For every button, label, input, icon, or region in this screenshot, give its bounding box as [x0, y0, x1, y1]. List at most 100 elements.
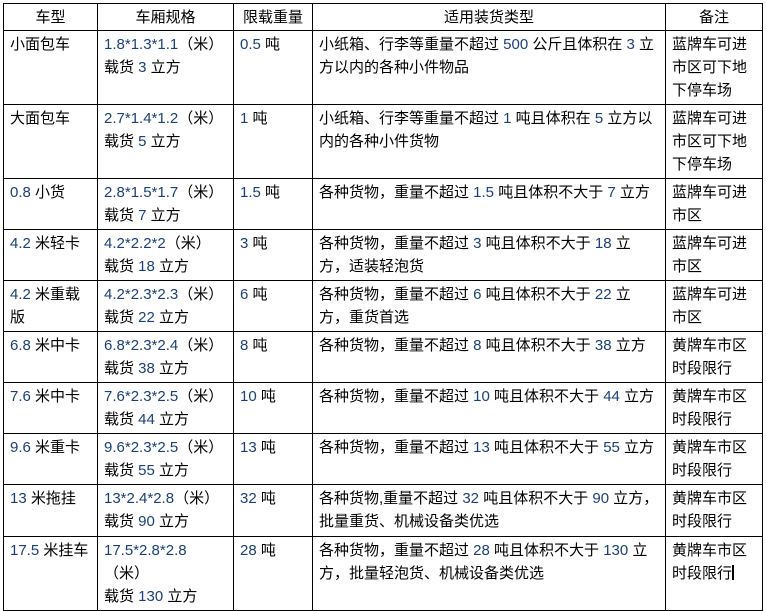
number-text: 32 [240, 490, 257, 507]
number-text: 38 [138, 360, 155, 377]
cell-note[interactable]: 黄牌车市区时段限行 [665, 484, 763, 537]
number-text: 2.7*1.4*1.2 [104, 110, 179, 127]
table-row: 7.6 米中卡 7.6*2.3*2.5（米） 载货 44 立方 10 吨 各种货… [3, 382, 763, 434]
cell-load-limit[interactable]: 3 吨 [233, 229, 313, 281]
number-text: 8 [473, 337, 482, 354]
cell-cargo-type[interactable]: 各种货物，重量不超过 6 吨且体积不大于 22 立方，重货首选 [312, 280, 666, 332]
vehicle-spec-document: 车型 车厢规格 限载重量 适用装货类型 备注 小面包车 1.8*1.3*1.1（… [3, 3, 763, 611]
table-row: 小面包车 1.8*1.3*1.1（米） 载货 3 立方 0.5 吨 小纸箱、行李… [3, 30, 763, 105]
number-text: 6 [473, 286, 482, 303]
number-text: 7 [607, 184, 616, 201]
cell-cargo-type[interactable]: 各种货物，重量不超过 28 吨且体积不大于 130 立方，批量轻泡货、机械设备类… [312, 536, 666, 611]
column-header-vehicle-type: 车型 [3, 3, 98, 31]
number-text: 4.2*2.2*2 [104, 235, 166, 252]
cell-note[interactable]: 蓝牌车可进市区 [665, 178, 763, 230]
cell-vehicle-type[interactable]: 7.6 米中卡 [3, 382, 98, 434]
number-text: 2.8*1.5*1.7 [104, 184, 179, 201]
table-row: 13 米拖挂 13*2.4*2.8（米） 载货 90 立方 32 吨 各种货物,… [3, 484, 763, 537]
cell-box-spec[interactable]: 4.2*2.3*2.3（米） 载货 22 立方 [97, 280, 234, 332]
number-text: 1 [240, 110, 249, 127]
cell-cargo-type[interactable]: 小纸箱、行李等重量不超过 1 吨且体积在 5 立方以内的各种小件货物 [312, 104, 666, 179]
table-row: 17.5 米挂车 17.5*2.8*2.8（米） 载货 130 立方 28 吨 … [3, 536, 763, 611]
number-text: 4.2 [10, 235, 31, 252]
cell-vehicle-type[interactable]: 9.6 米重卡 [3, 433, 98, 485]
number-text: 7.6*2.3*2.5 [104, 388, 179, 405]
table-row: 6.8 米中卡 6.8*2.3*2.4（米） 载货 38 立方 8 吨 各种货物… [3, 331, 763, 383]
cell-cargo-type[interactable]: 各种货物，重量不超过 1.5 吨且体积不大于 7 立方 [312, 178, 666, 230]
number-text: 5 [594, 110, 604, 127]
cell-cargo-type[interactable]: 各种货物,重量不超过 32 吨且体积不大于 90 立方，批量重货、机械设备类优选 [312, 484, 666, 537]
cell-vehicle-type[interactable]: 0.8 小货 [3, 178, 98, 230]
cell-load-limit[interactable]: 32 吨 [233, 484, 313, 537]
number-text: 10 [473, 388, 490, 405]
number-text: 44 [603, 388, 620, 405]
cell-vehicle-type[interactable]: 4.2 米重载版 [3, 280, 98, 332]
cell-box-spec[interactable]: 2.8*1.5*1.7（米） 载货 7 立方 [97, 178, 234, 230]
cell-box-spec[interactable]: 2.7*1.4*1.2（米） 载货 5 立方 [97, 104, 234, 179]
cell-load-limit[interactable]: 13 吨 [233, 433, 313, 485]
number-text: 8 [240, 337, 249, 354]
table-body: 小面包车 1.8*1.3*1.1（米） 载货 3 立方 0.5 吨 小纸箱、行李… [3, 30, 763, 611]
cell-note-with-caret[interactable]: 黄牌车市区时段限行 [665, 536, 763, 611]
cell-cargo-type[interactable]: 各种货物，重量不超过 10 吨且体积不大于 44 立方 [312, 382, 666, 434]
number-text: 9.6 [10, 439, 31, 456]
cell-load-limit[interactable]: 0.5 吨 [233, 30, 313, 105]
cell-note[interactable]: 蓝牌车可进市区 [665, 229, 763, 281]
cell-load-limit[interactable]: 1.5 吨 [233, 178, 313, 230]
number-text: 90 [592, 490, 610, 507]
column-header-load-limit: 限载重量 [233, 3, 313, 31]
number-text: 1.5 [473, 184, 495, 201]
table-row: 9.6 米重卡 9.6*2.3*2.5（米） 载货 55 立方 13 吨 各种货… [3, 433, 763, 485]
vehicle-spec-table: 车型 车厢规格 限载重量 适用装货类型 备注 小面包车 1.8*1.3*1.1（… [3, 3, 763, 611]
number-text: 22 [138, 309, 155, 326]
number-text: 13 [10, 490, 27, 507]
number-text: 1.8*1.3*1.1 [104, 36, 179, 53]
cell-box-spec[interactable]: 6.8*2.3*2.4（米） 载货 38 立方 [97, 331, 234, 383]
number-text: 44 [138, 411, 155, 428]
cell-box-spec[interactable]: 9.6*2.3*2.5（米） 载货 55 立方 [97, 433, 234, 485]
cell-note[interactable]: 蓝牌车可进市区可下地下停车场 [665, 30, 763, 105]
cell-vehicle-type[interactable]: 6.8 米中卡 [3, 331, 98, 383]
cell-box-spec[interactable]: 7.6*2.3*2.5（米） 载货 44 立方 [97, 382, 234, 434]
cell-vehicle-type[interactable]: 小面包车 [3, 30, 98, 105]
cell-cargo-type[interactable]: 各种货物，重量不超过 3 吨且体积不大于 18 立方，适装轻泡货 [312, 229, 666, 281]
number-text: 13 [473, 439, 490, 456]
number-text: 3 [138, 59, 147, 76]
number-text: 55 [138, 462, 155, 479]
cell-box-spec[interactable]: 4.2*2.2*2（米） 载货 18 立方 [97, 229, 234, 281]
cell-vehicle-type[interactable]: 13 米拖挂 [3, 484, 98, 537]
cell-note[interactable]: 蓝牌车可进市区 [665, 280, 763, 332]
column-header-note: 备注 [665, 3, 763, 31]
cell-box-spec[interactable]: 1.8*1.3*1.1（米） 载货 3 立方 [97, 30, 234, 105]
number-text: 1 [503, 110, 512, 127]
cell-note[interactable]: 黄牌车市区时段限行 [665, 331, 763, 383]
cell-load-limit[interactable]: 6 吨 [233, 280, 313, 332]
cell-load-limit[interactable]: 1 吨 [233, 104, 313, 179]
number-text: 6.8*2.3*2.4 [104, 337, 179, 354]
table-row: 4.2 米轻卡 4.2*2.2*2（米） 载货 18 立方 3 吨 各种货物，重… [3, 229, 763, 281]
cell-load-limit[interactable]: 28 吨 [233, 536, 313, 611]
cell-load-limit[interactable]: 8 吨 [233, 331, 313, 383]
number-text: 4.2*2.3*2.3 [104, 286, 179, 303]
number-text: 38 [594, 337, 612, 354]
number-text: 10 [240, 388, 257, 405]
number-text: 22 [594, 286, 612, 303]
cell-box-spec[interactable]: 17.5*2.8*2.8（米） 载货 130 立方 [97, 536, 234, 611]
cell-load-limit[interactable]: 10 吨 [233, 382, 313, 434]
cell-box-spec[interactable]: 13*2.4*2.8（米） 载货 90 立方 [97, 484, 234, 537]
cell-vehicle-type[interactable]: 大面包车 [3, 104, 98, 179]
cell-vehicle-type[interactable]: 4.2 米轻卡 [3, 229, 98, 281]
cell-cargo-type[interactable]: 小纸箱、行李等重量不超过 500 公斤且体积在 3 立方以内的各种小件物品 [312, 30, 666, 105]
cell-cargo-type[interactable]: 各种货物，重量不超过 13 吨且体积不大于 55 立方 [312, 433, 666, 485]
cell-note[interactable]: 蓝牌车可进市区可下地下停车场 [665, 104, 763, 179]
cell-vehicle-type[interactable]: 17.5 米挂车 [3, 536, 98, 611]
number-text: 13*2.4*2.8 [104, 490, 175, 507]
number-text: 3 [473, 235, 482, 252]
number-text: 18 [138, 258, 155, 275]
number-text: 6.8 [10, 337, 31, 354]
cell-note[interactable]: 黄牌车市区时段限行 [665, 382, 763, 434]
cell-note[interactable]: 黄牌车市区时段限行 [665, 433, 763, 485]
number-text: 3 [626, 36, 635, 53]
number-text: 18 [594, 235, 612, 252]
cell-cargo-type[interactable]: 各种货物，重量不超过 8 吨且体积不大于 38 立方 [312, 331, 666, 383]
